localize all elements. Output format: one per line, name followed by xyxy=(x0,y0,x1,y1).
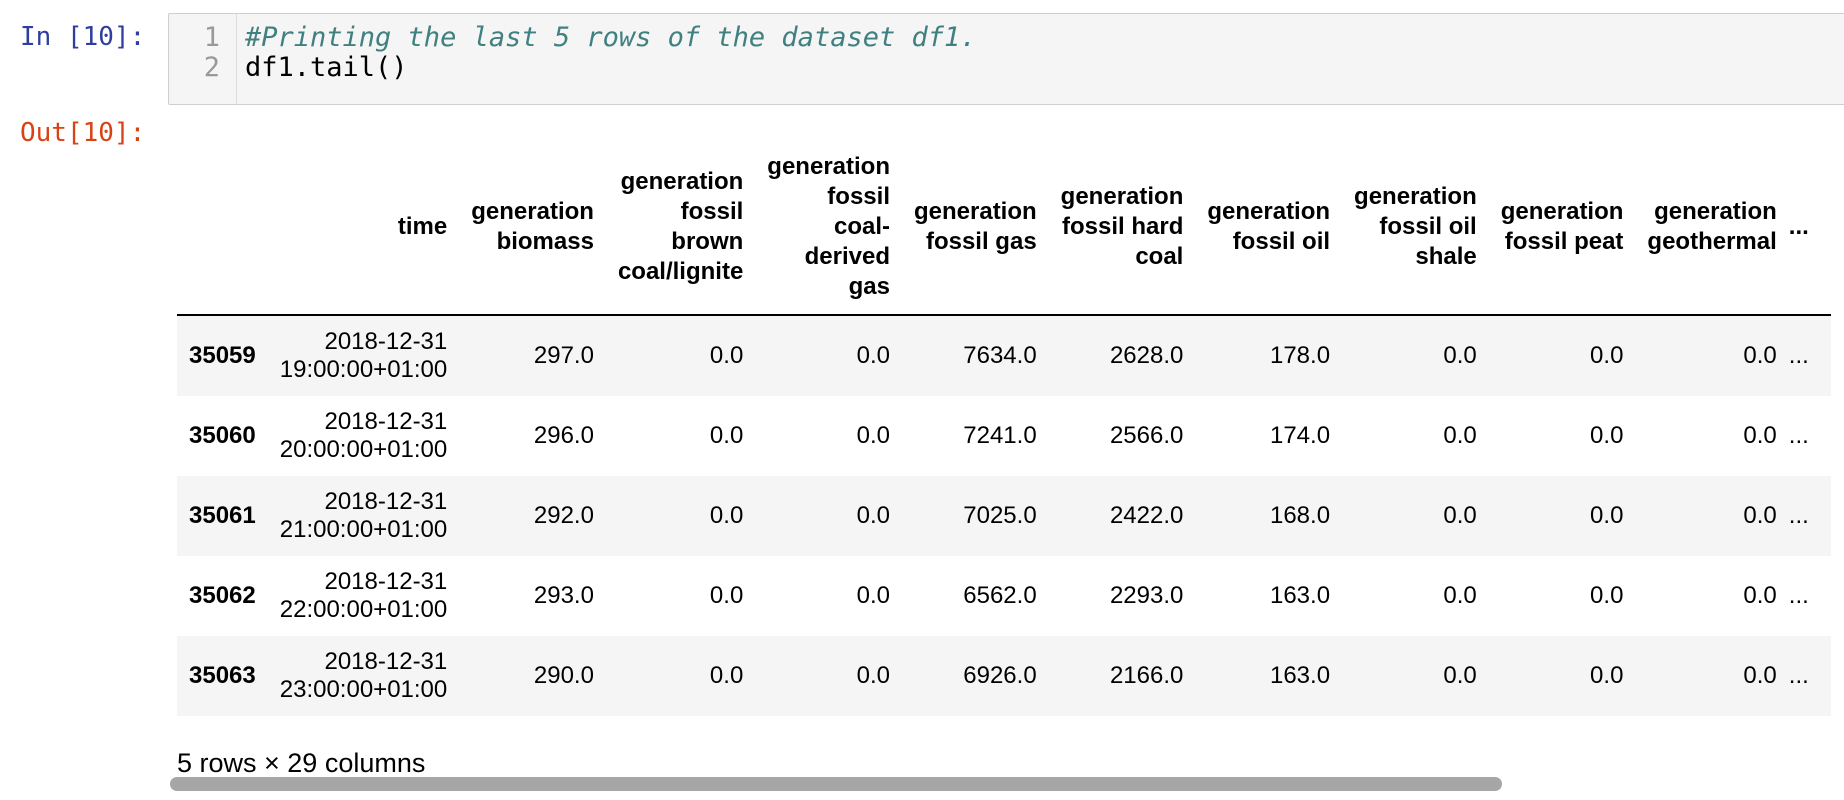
table-cell: 292.0 xyxy=(533,502,594,529)
row-index: 35061 xyxy=(189,502,256,529)
table-cell: 0.0 xyxy=(1443,582,1477,609)
table-cell: 2566.0 xyxy=(1109,422,1184,449)
code-line-comment[interactable]: #Printing the last 5 rows of the dataset… xyxy=(245,22,977,53)
table-cell-ellipsis: ... xyxy=(1788,662,1809,689)
table-cell-ellipsis: ... xyxy=(1788,582,1809,609)
table-cell: 6926.0 xyxy=(963,662,1037,689)
table-cell: 2422.0 xyxy=(1109,502,1184,529)
code-editor[interactable]: 1 2 #Printing the last 5 rows of the dat… xyxy=(168,13,1844,105)
table-cell: 0.0 xyxy=(1590,422,1624,449)
dataframe-table: time generation biomass generation fossi… xyxy=(177,140,1831,716)
column-header: generation fossil oil xyxy=(1195,140,1343,316)
cell-time: 2018-12-31 23:00:00+01:00 xyxy=(279,648,448,703)
table-row: 35060 2018-12-31 20:00:00+01:00 296.0 0.… xyxy=(177,396,1831,476)
row-index: 35060 xyxy=(189,422,256,449)
table-cell-ellipsis: ... xyxy=(1788,342,1809,369)
column-header: generation geothermal xyxy=(1635,140,1789,316)
table-cell: 0.0 xyxy=(856,582,890,609)
table-cell: 0.0 xyxy=(709,662,744,689)
table-cell: 0.0 xyxy=(709,422,744,449)
table-cell: 0.0 xyxy=(1443,662,1477,689)
table-cell: 7025.0 xyxy=(963,502,1037,529)
cell-time: 2018-12-31 22:00:00+01:00 xyxy=(279,568,448,623)
column-header-index xyxy=(177,140,268,316)
table-cell: 0.0 xyxy=(1443,502,1477,529)
table-cell: 0.0 xyxy=(709,502,744,529)
line-number: 1 xyxy=(203,22,220,53)
table-row: 35063 2018-12-31 23:00:00+01:00 290.0 0.… xyxy=(177,636,1831,716)
table-cell: 0.0 xyxy=(1743,502,1777,529)
table-cell: 0.0 xyxy=(856,502,890,529)
table-cell: 2166.0 xyxy=(1109,662,1184,689)
column-header: generation fossil hard coal xyxy=(1048,140,1196,316)
table-cell: 2293.0 xyxy=(1109,582,1184,609)
table-cell: 0.0 xyxy=(856,422,890,449)
table-row: 35061 2018-12-31 21:00:00+01:00 292.0 0.… xyxy=(177,476,1831,556)
table-cell: 7634.0 xyxy=(963,342,1037,369)
table-cell: 0.0 xyxy=(1743,582,1777,609)
row-index: 35062 xyxy=(189,582,256,609)
column-header: generation fossil coal-derived gas xyxy=(755,140,902,316)
column-header: time xyxy=(267,140,460,316)
table-cell: 297.0 xyxy=(533,342,594,369)
table-cell-ellipsis: ... xyxy=(1788,502,1809,529)
cell-time: 2018-12-31 20:00:00+01:00 xyxy=(279,408,448,463)
column-header: generation biomass xyxy=(459,140,606,316)
table-cell: 296.0 xyxy=(533,422,594,449)
table-cell: 7241.0 xyxy=(963,422,1037,449)
column-header: generation fossil gas xyxy=(901,140,1049,316)
line-number: 2 xyxy=(203,52,220,83)
line-number-gutter: 1 2 xyxy=(169,14,237,104)
table-cell: 0.0 xyxy=(856,662,890,689)
table-cell: 0.0 xyxy=(1590,582,1624,609)
table-cell: 0.0 xyxy=(1590,662,1624,689)
row-index: 35059 xyxy=(189,342,256,369)
table-row: 35059 2018-12-31 19:00:00+01:00 297.0 0.… xyxy=(177,315,1831,396)
dataframe-shape-note: 5 rows × 29 columns xyxy=(177,748,426,778)
table-cell: 168.0 xyxy=(1269,502,1331,529)
table-cell: 0.0 xyxy=(856,342,890,369)
table-cell: 0.0 xyxy=(1443,422,1477,449)
table-cell: 6562.0 xyxy=(963,582,1037,609)
table-cell: 163.0 xyxy=(1269,662,1331,689)
horizontal-scrollbar[interactable] xyxy=(170,777,1502,791)
table-cell-ellipsis: ... xyxy=(1788,422,1809,449)
input-prompt: In [10]: xyxy=(20,22,146,52)
table-row: 35062 2018-12-31 22:00:00+01:00 293.0 0.… xyxy=(177,556,1831,636)
column-header-ellipsis: ... xyxy=(1788,140,1831,316)
row-index: 35063 xyxy=(189,662,256,689)
table-cell: 0.0 xyxy=(709,342,744,369)
column-header: generation fossil peat xyxy=(1488,140,1636,316)
table-cell: 0.0 xyxy=(1743,422,1777,449)
table-cell: 2628.0 xyxy=(1109,342,1184,369)
cell-time: 2018-12-31 19:00:00+01:00 xyxy=(279,328,448,383)
column-header: generation fossil oil shale xyxy=(1342,140,1489,316)
table-cell: 178.0 xyxy=(1269,342,1331,369)
cell-time: 2018-12-31 21:00:00+01:00 xyxy=(279,488,448,543)
output-prompt: Out[10]: xyxy=(20,118,146,148)
table-cell: 0.0 xyxy=(1743,342,1777,369)
table-cell: 0.0 xyxy=(1743,662,1777,689)
dataframe-output: time generation biomass generation fossi… xyxy=(177,140,1844,720)
table-cell: 293.0 xyxy=(533,582,594,609)
code-line[interactable]: df1.tail() xyxy=(245,52,408,83)
table-cell: 290.0 xyxy=(533,662,594,689)
table-cell: 174.0 xyxy=(1269,422,1331,449)
table-cell: 0.0 xyxy=(709,582,744,609)
table-cell: 163.0 xyxy=(1269,582,1331,609)
table-header-row: time generation biomass generation fossi… xyxy=(177,140,1831,316)
table-cell: 0.0 xyxy=(1443,342,1477,369)
table-cell: 0.0 xyxy=(1590,502,1624,529)
table-cell: 0.0 xyxy=(1590,342,1624,369)
column-header: generation fossil brown coal/lignite xyxy=(605,140,756,316)
